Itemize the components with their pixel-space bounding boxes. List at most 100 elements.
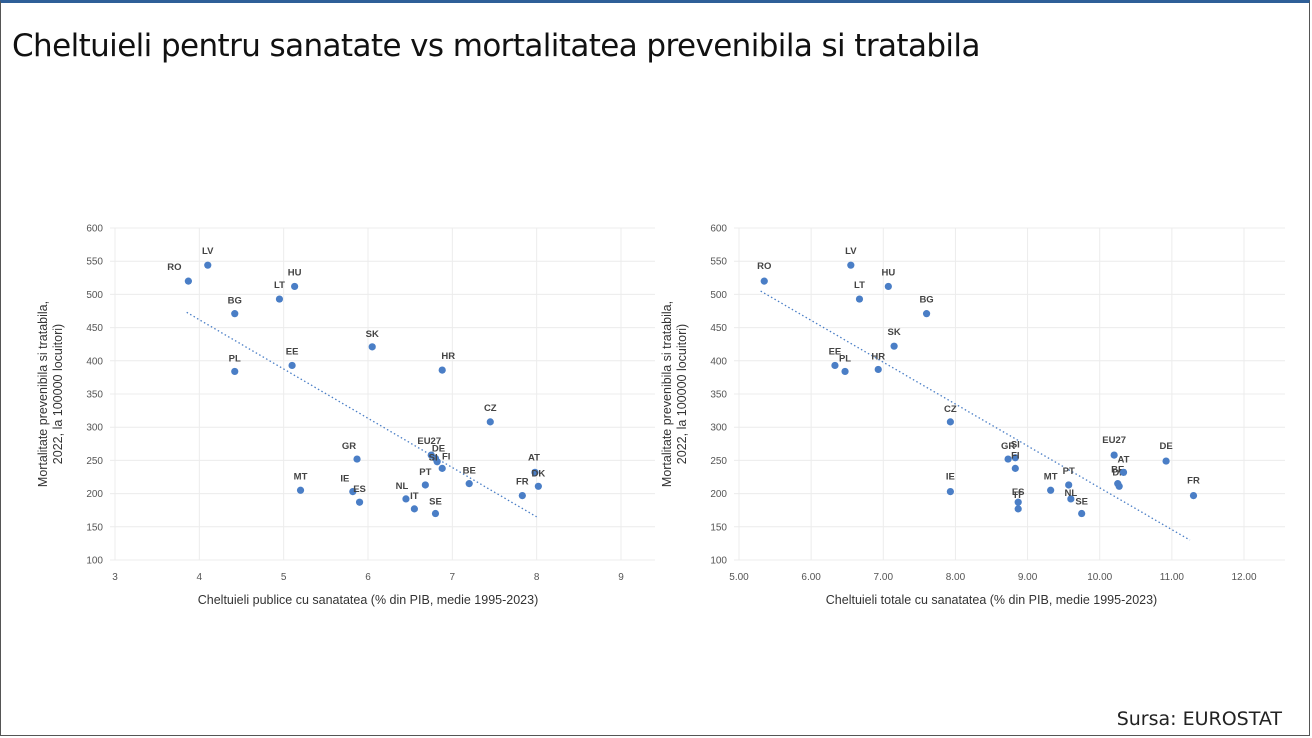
data-point-si (433, 458, 441, 466)
source-note: Sursa: EUROSTAT (1116, 708, 1282, 730)
data-label-se: SE (429, 497, 442, 508)
data-label-nl: NL (1065, 488, 1078, 499)
y-tick-label: 450 (86, 323, 103, 334)
data-label-it: IT (1014, 490, 1023, 501)
y-tick-label: 600 (86, 224, 103, 235)
y-axis-title: Mortalitate prevenibila si tratabila,202… (36, 301, 65, 487)
data-label-hr: HR (871, 351, 885, 362)
x-tick-label: 10.00 (1087, 572, 1112, 583)
y-tick-label: 550 (710, 257, 727, 268)
data-point-se (431, 509, 440, 518)
data-label-ro: RO (167, 262, 181, 273)
data-point-gr (353, 455, 361, 463)
y-tick-label: 250 (710, 456, 727, 467)
data-point-it (1014, 505, 1022, 513)
data-label-si: SI (1011, 440, 1020, 451)
data-label-hu: HU (881, 267, 895, 278)
data-label-ie: IE (946, 472, 955, 483)
data-label-de: DE (432, 443, 445, 454)
data-point-fr (518, 491, 526, 500)
data-label-at: AT (528, 452, 540, 463)
data-label-fi: FI (442, 451, 450, 462)
y-tick-label: 100 (710, 556, 727, 567)
data-label-si: SI (429, 453, 438, 464)
data-label-es: ES (353, 484, 366, 495)
data-label-bg: BG (228, 296, 242, 307)
y-tick-label: 300 (86, 423, 103, 434)
data-point-gr (1004, 455, 1012, 463)
data-point-ie (946, 488, 954, 496)
data-point-dk (1115, 482, 1123, 490)
data-label-mt: MT (294, 471, 308, 482)
data-label-lv: LV (845, 246, 857, 257)
y-tick-label: 550 (86, 257, 103, 268)
x-tick-label: 9 (618, 572, 624, 583)
data-point-ie (349, 488, 357, 496)
data-label-ee: EE (829, 346, 842, 357)
data-point-se (1078, 509, 1086, 518)
data-point-lt (855, 295, 864, 303)
data-label-eu27: EU27 (1102, 435, 1126, 446)
y-tick-label: 600 (710, 224, 727, 235)
data-label-it: IT (410, 491, 419, 502)
x-tick-label: 5.00 (729, 572, 749, 583)
data-label-cz: CZ (484, 403, 497, 414)
data-label-fr: FR (1187, 476, 1200, 487)
data-point-at (1119, 468, 1128, 476)
y-tick-label: 100 (86, 556, 103, 567)
y-tick-label: 300 (710, 423, 727, 434)
data-label-ro: RO (757, 261, 771, 272)
data-point-lt (275, 295, 284, 303)
data-point-ro (760, 277, 768, 285)
data-point-es (355, 498, 364, 506)
y-tick-label: 150 (86, 522, 103, 533)
data-point-bg (231, 310, 239, 318)
data-label-be: BE (463, 466, 476, 477)
data-label-cz: CZ (944, 404, 957, 415)
y-tick-label: 200 (86, 489, 103, 500)
x-tick-label: 8.00 (946, 572, 966, 583)
data-point-nl (402, 495, 410, 503)
data-point-hu (291, 282, 299, 291)
x-tick-label: 3 (112, 572, 118, 583)
x-tick-label: 4 (197, 572, 203, 583)
data-point-lv (204, 261, 212, 269)
data-point-dk (534, 482, 542, 490)
data-point-sk (368, 343, 376, 351)
data-label-sk: SK (888, 327, 901, 338)
data-point-at (531, 468, 539, 476)
data-point-hu (884, 282, 892, 291)
x-axis-title: Cheltuieli publice cu sanatatea (% din P… (198, 593, 539, 607)
data-label-pl: PL (229, 353, 241, 364)
y-tick-label: 500 (86, 290, 103, 301)
trendline (760, 290, 1191, 541)
x-tick-label: 7.00 (874, 572, 894, 583)
data-label-pl: PL (839, 353, 851, 364)
y-tick-label: 350 (710, 390, 727, 401)
x-axis-title: Cheltuieli totale cu sanatatea (% din PI… (826, 593, 1157, 607)
y-tick-label: 350 (86, 390, 103, 401)
data-point-si (1011, 454, 1019, 462)
data-label-lt: LT (274, 280, 285, 291)
data-point-hr (438, 366, 446, 374)
data-point-lv (847, 261, 855, 269)
x-tick-label: 6.00 (801, 572, 821, 583)
x-tick-label: 5 (281, 572, 287, 583)
data-point-pl (841, 367, 849, 376)
x-tick-label: 12.00 (1231, 572, 1256, 583)
data-label-gr: GR (342, 441, 356, 452)
data-label-ie: IE (340, 474, 349, 485)
data-point-ro (184, 277, 192, 285)
data-label-bg: BG (919, 295, 933, 306)
data-point-fi (438, 464, 446, 472)
data-point-nl (1067, 495, 1075, 503)
data-label-lv: LV (202, 246, 214, 257)
data-point-cz (946, 418, 954, 426)
data-point-it (410, 505, 418, 513)
data-point-hr (874, 365, 882, 374)
x-tick-label: 6 (365, 572, 371, 583)
data-point-ee (288, 361, 296, 370)
data-label-hu: HU (288, 267, 302, 278)
data-label-be: BE (1111, 465, 1124, 476)
